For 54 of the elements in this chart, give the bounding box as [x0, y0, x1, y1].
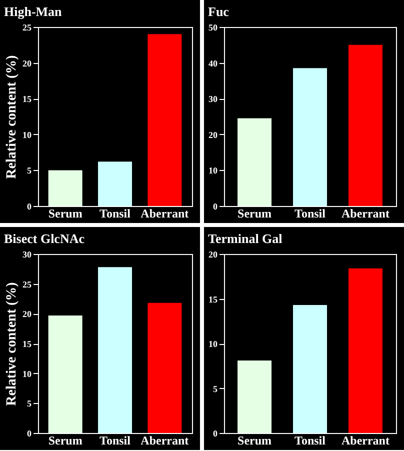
- y-tick-label: 50: [208, 22, 218, 32]
- x-tick-label: Tonsil: [100, 206, 132, 220]
- bar: [98, 267, 132, 433]
- y-tick-label: 25: [22, 22, 32, 32]
- y-tick-label: 25: [22, 279, 32, 290]
- y-tick-label: 5: [27, 398, 32, 409]
- y-tick-label: 20: [22, 58, 32, 68]
- bar: [348, 268, 382, 433]
- bar: [148, 302, 182, 433]
- y-tick-label: 20: [208, 130, 218, 140]
- x-tick-label: Aberrant: [341, 434, 390, 448]
- x-tick-label: Tonsil: [294, 206, 326, 220]
- x-tick-label: Serum: [48, 434, 82, 448]
- bar: [293, 68, 327, 206]
- bar: [48, 170, 82, 206]
- y-tick-label: 0: [213, 202, 218, 212]
- y-tick-label: 10: [22, 368, 32, 379]
- x-tick-label: Serum: [48, 206, 82, 220]
- chart-title: High-Man: [4, 4, 63, 19]
- y-tick-label: 30: [22, 250, 32, 260]
- x-tick-label: Aberrant: [140, 434, 189, 448]
- y-tick-label: 15: [208, 294, 218, 304]
- x-tick-label: Serum: [238, 434, 272, 448]
- x-tick-label: Aberrant: [341, 206, 390, 220]
- y-axis-title: Relative content (%): [4, 282, 20, 406]
- y-axis-title: Relative content (%): [4, 54, 20, 179]
- bar: [238, 360, 272, 433]
- bar: [48, 315, 82, 433]
- bar: [98, 162, 132, 206]
- bar: [293, 305, 327, 433]
- y-tick-label: 0: [27, 202, 32, 212]
- y-tick-label: 20: [22, 309, 32, 320]
- chart-title: Bisect GlcNAc: [4, 231, 85, 246]
- bar: [348, 44, 382, 206]
- y-tick-label: 5: [213, 384, 218, 394]
- y-tick-label: 0: [27, 428, 32, 438]
- chart-title: Fuc: [208, 4, 230, 19]
- bar: [238, 118, 272, 206]
- bar: [148, 34, 182, 206]
- y-tick-label: 20: [208, 250, 218, 260]
- y-tick-label: 10: [208, 166, 218, 176]
- y-tick-label: 10: [208, 339, 218, 349]
- y-tick-label: 30: [208, 94, 218, 104]
- chart-title: Terminal Gal: [208, 231, 283, 246]
- y-tick-label: 10: [22, 130, 32, 140]
- y-tick-label: 40: [208, 58, 218, 68]
- x-tick-label: Tonsil: [294, 434, 326, 448]
- y-tick-label: 15: [22, 94, 32, 104]
- x-tick-label: Aberrant: [140, 206, 189, 220]
- y-tick-label: 5: [27, 166, 32, 176]
- y-tick-label: 15: [22, 339, 32, 349]
- x-tick-label: Serum: [238, 206, 272, 220]
- y-tick-label: 0: [213, 428, 218, 438]
- x-tick-label: Tonsil: [100, 434, 132, 448]
